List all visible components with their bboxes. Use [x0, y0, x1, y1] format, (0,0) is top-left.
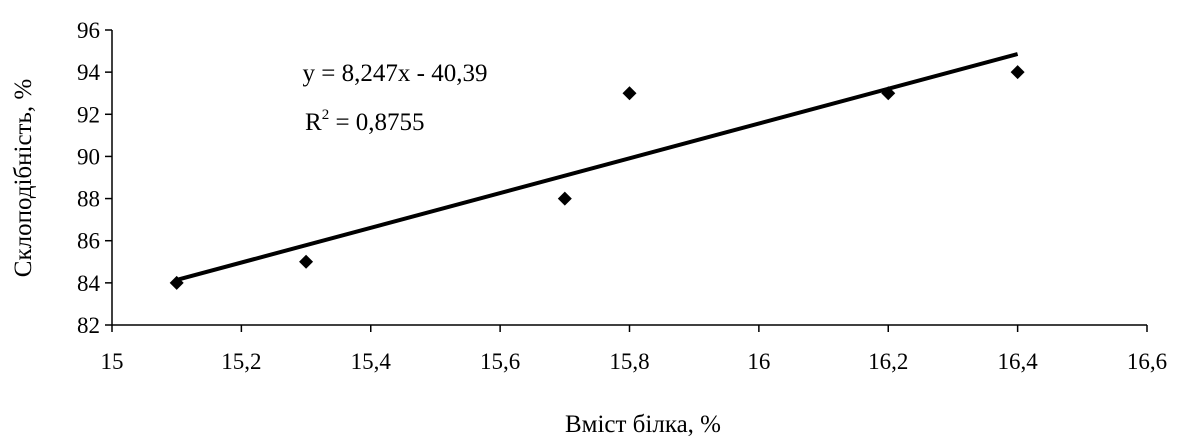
y-tick-label: 88: [77, 187, 100, 212]
axes: 15 15,2 15,4 15,6 15,8 16 16,2 16,4 16,6 8284868…: [77, 18, 1167, 374]
data-point: [299, 254, 314, 269]
y-axis-title: Склоподібність, %: [10, 79, 37, 277]
y-tick-label: 92: [77, 102, 100, 127]
y-tick-label: 82: [77, 313, 100, 338]
x-tick-label: 15,2: [221, 349, 261, 374]
r-squared-prefix: R: [305, 109, 322, 136]
x-tick-label: 15,4: [351, 349, 392, 374]
data-point: [169, 275, 184, 290]
x-tick-label: 15: [101, 349, 124, 374]
y-ticks: 82 84 86 88 90 92 94 96: [77, 18, 112, 338]
data-point: [1010, 65, 1025, 80]
trendline: [176, 52, 1019, 282]
trendline-equation: y = 8,247x - 40,39: [303, 60, 488, 87]
x-tick-label: 16,4: [998, 349, 1039, 374]
data-point: [557, 191, 572, 206]
x-tick-label: 16,2: [868, 349, 908, 374]
y-tick-label: 86: [77, 229, 100, 254]
data-point: [881, 86, 896, 101]
y-tick-label: 84: [77, 271, 101, 296]
x-tick-label: 16: [747, 349, 770, 374]
y-tick-label: 94: [77, 60, 101, 85]
data-points: [169, 65, 1025, 290]
trendline-group: [176, 52, 1019, 282]
r-squared-label: R2 = 0,8755: [305, 107, 425, 136]
x-ticks: 15 15,2 15,4 15,6 15,8 16 16,2 16,4 16,6: [101, 325, 1167, 374]
r-squared-value: = 0,8755: [329, 109, 424, 136]
data-point: [622, 86, 637, 101]
x-tick-label: 15,8: [609, 349, 649, 374]
x-axis-title: Вміст білка, %: [565, 411, 721, 438]
r-squared-exponent: 2: [322, 107, 330, 123]
y-tick-label: 96: [77, 18, 100, 43]
y-tick-label: 90: [77, 144, 100, 169]
x-tick-label: 15,6: [480, 349, 520, 374]
x-tick-label: 16,6: [1127, 349, 1167, 374]
